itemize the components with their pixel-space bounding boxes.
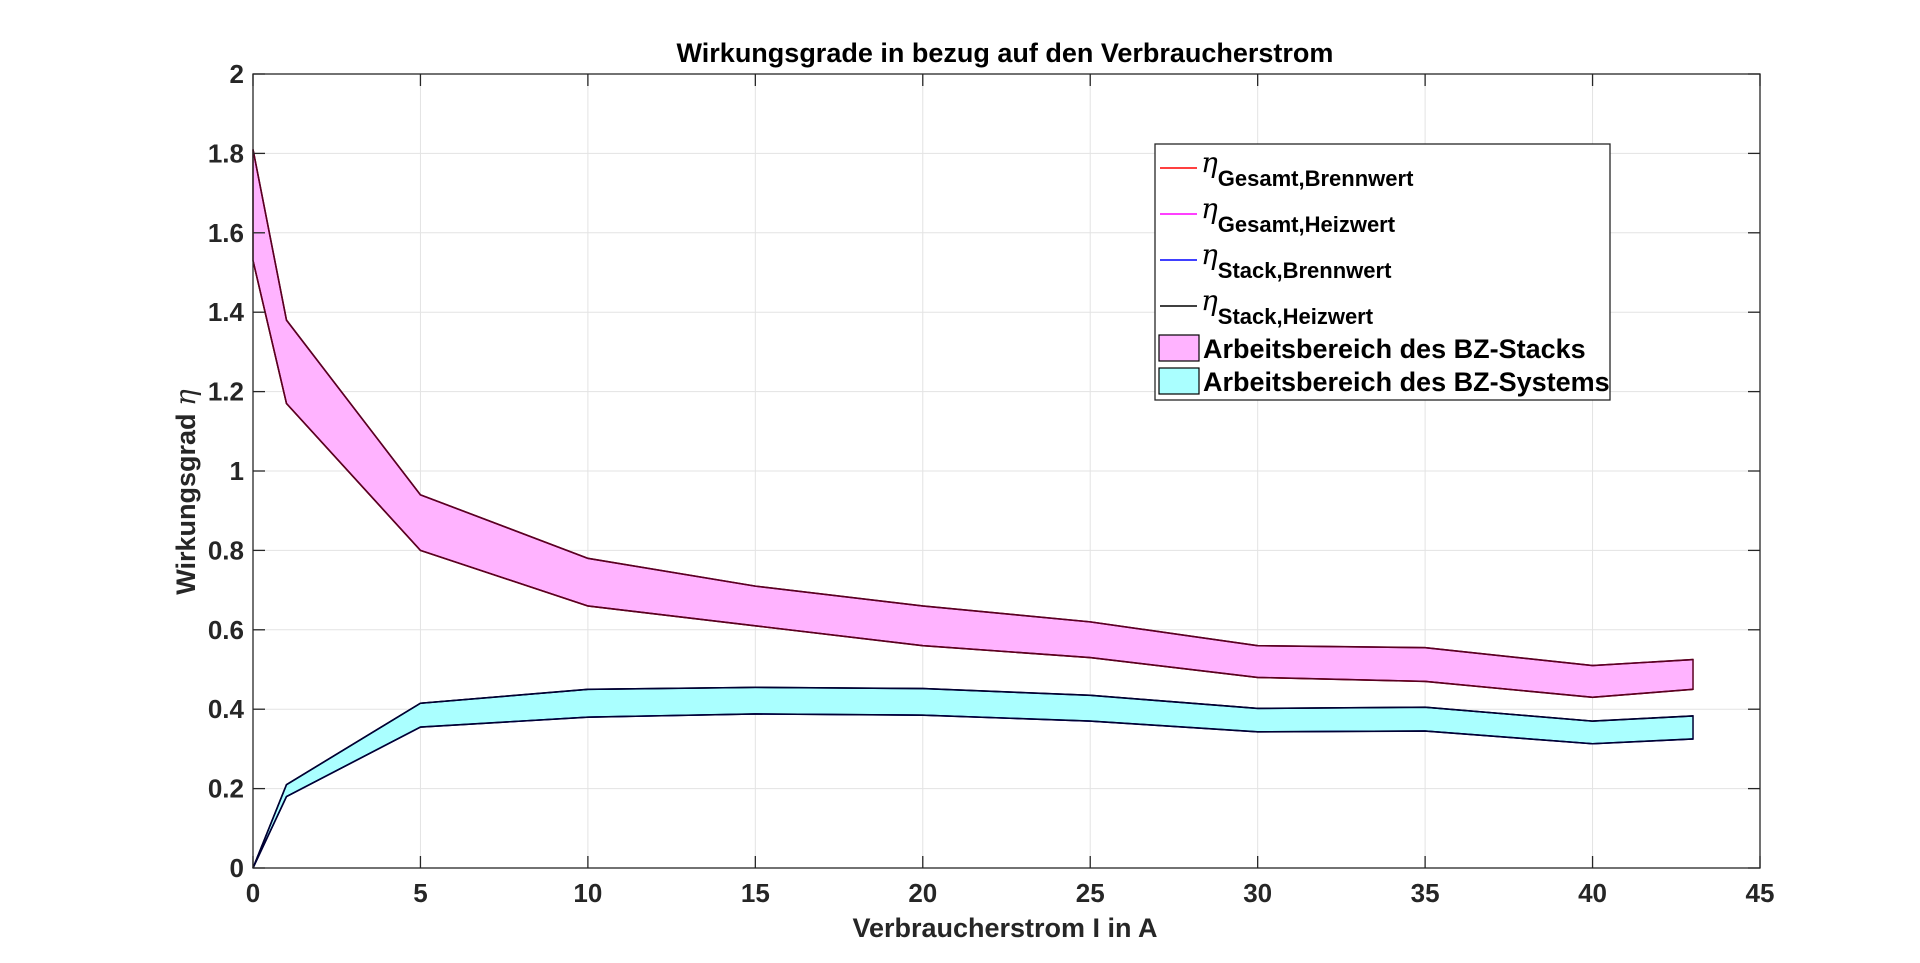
y-tick-label: 1.4 (208, 297, 245, 327)
area-edge-line (252, 260, 1694, 699)
area-edge-line (252, 686, 1694, 869)
x-tick-label: 45 (1746, 878, 1775, 908)
legend-entry-subscript: Stack,Brennwert (1218, 258, 1392, 283)
y-tick-label: 1 (230, 456, 244, 486)
legend-entry-label: ηGesamt,Heizwert (1201, 192, 1396, 237)
y-axis-label-symbol: η (169, 389, 202, 406)
area-edge-line (252, 713, 1694, 869)
legend-entry-symbol: η (1201, 146, 1218, 179)
x-tick-label: 15 (741, 878, 770, 908)
legend-box (1154, 143, 1611, 401)
y-tick-label: 0.2 (208, 774, 244, 804)
legend-patch-marker (1158, 367, 1200, 395)
legend-entry-symbol: η (1201, 284, 1218, 317)
chart-title: Wirkungsgrade in bezug auf den Verbrauch… (677, 38, 1334, 68)
x-tick-label: 20 (908, 878, 937, 908)
x-tick-label: 35 (1411, 878, 1440, 908)
y-tick-label: 1.8 (208, 138, 244, 168)
y-tick-label: 2 (230, 59, 244, 89)
legend-area-label: Arbeitsbereich des BZ-Stacks (1203, 334, 1586, 364)
x-tick-label: 30 (1243, 878, 1272, 908)
y-tick-label: 0 (230, 853, 244, 883)
area-edge-line (252, 149, 1694, 667)
plot-area: 0 5 10 15 20 25 30 35 40 45 0 0.2 0.4 0.6 0.8 1 1.2 1.4 1.… (208, 59, 1775, 908)
legend-entry-subscript: Gesamt,Heizwert (1218, 212, 1396, 237)
x-tick-label: 5 (413, 878, 427, 908)
y-tick-label: 0.6 (208, 615, 244, 645)
legend-entry-subscript: Gesamt,Brennwert (1218, 166, 1414, 191)
legend-entry-symbol: η (1201, 192, 1218, 225)
y-tick-label: 1.6 (208, 218, 244, 248)
x-axis-label: Verbraucherstrom I in A (852, 913, 1157, 943)
legend: ηGesamt,BrennwertηGesamt,HeizwertηStack,… (1154, 143, 1611, 401)
legend-entry-symbol: η (1201, 238, 1218, 271)
x-tick-label: 25 (1076, 878, 1105, 908)
y-tick-label: 0.8 (208, 535, 244, 565)
y-tick-label: 0.4 (208, 694, 245, 724)
legend-entry-label: ηGesamt,Brennwert (1201, 146, 1414, 191)
legend-entry-label: ηStack,Heizwert (1201, 284, 1374, 329)
legend-area-label: Arbeitsbereich des BZ-Systems (1203, 367, 1610, 397)
y-axis-label-text: Wirkungsgrad (171, 406, 201, 595)
y-axis-label: Wirkungsgrad η (169, 389, 202, 595)
legend-entry-label: ηStack,Brennwert (1201, 238, 1392, 283)
x-tick-label: 10 (573, 878, 602, 908)
legend-entry-subscript: Stack,Heizwert (1218, 304, 1374, 329)
legend-patch-marker (1158, 334, 1200, 362)
x-tick-label: 40 (1578, 878, 1607, 908)
y-tick-label: 1.2 (208, 377, 244, 407)
x-tick-label: 0 (246, 878, 260, 908)
